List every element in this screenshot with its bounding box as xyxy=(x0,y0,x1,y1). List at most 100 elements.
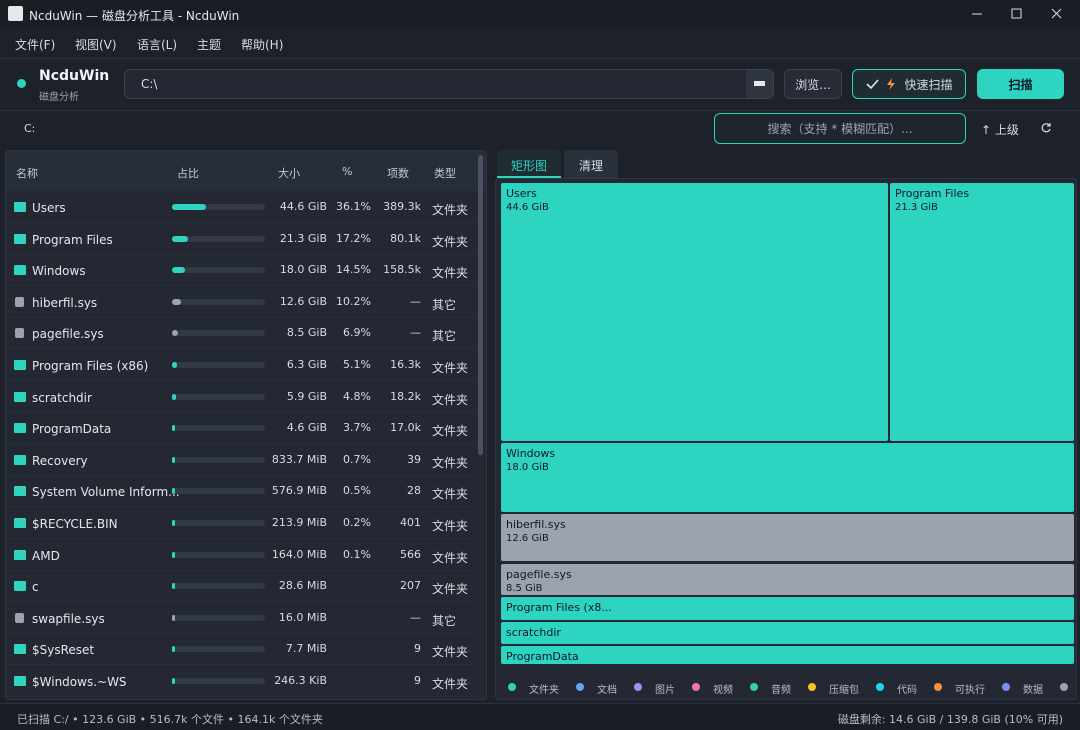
name: swapfile.sys xyxy=(32,611,105,626)
menu-item[interactable]: 视图(V) xyxy=(75,38,117,52)
table-row[interactable]: swapfile.sys 16.0 MiB — 其它 xyxy=(6,603,476,634)
percent: 36.1% xyxy=(336,200,371,213)
share-bar xyxy=(172,267,186,274)
table-row[interactable]: ProgramData 4.6 GiB 3.7% 17.0k 文件夹 xyxy=(6,413,476,445)
name: System Volume Inform... xyxy=(32,485,180,500)
treemap-tile[interactable]: hiberfil.sys 12.6 GiB xyxy=(501,514,1074,561)
folder-icon xyxy=(14,581,26,592)
size: 7.7 MiB xyxy=(285,642,327,656)
items: 16.3k xyxy=(390,358,421,371)
table-row[interactable]: $Windows.~WS 246.3 KiB 9 文件夹 xyxy=(6,666,476,697)
share-track xyxy=(172,298,265,305)
size: 5.9 GiB xyxy=(286,389,327,403)
table-row[interactable]: $SysReset 7.7 MiB 9 文件夹 xyxy=(6,634,476,666)
browse-button[interactable]: 浏览... xyxy=(784,69,842,99)
table-row[interactable]: Program Files (x86) 6.3 GiB 5.1% 16.3k 文件夹 xyxy=(6,350,476,381)
legend-label: 压缩包 xyxy=(829,685,859,696)
refresh-button[interactable] xyxy=(1040,122,1052,134)
type: 文件夹 xyxy=(432,266,469,281)
table-row[interactable]: $RECYCLE.BIN 213.9 MiB 0.2% 401 文件夹 xyxy=(6,508,476,539)
menu-item[interactable]: 帮助(H) xyxy=(241,38,284,52)
size: 164.0 MiB xyxy=(271,547,327,561)
path-dropdown[interactable] xyxy=(746,70,773,98)
name: ProgramData xyxy=(32,422,112,437)
treemap-tile[interactable]: Users 44.6 GiB xyxy=(501,183,888,441)
menu-item[interactable]: 语言(L) xyxy=(137,38,178,52)
tile-name: Users xyxy=(506,187,537,200)
legend-label: 音频 xyxy=(771,685,791,696)
items: — xyxy=(410,610,421,624)
type: 其它 xyxy=(432,613,457,628)
share-bar xyxy=(172,614,175,621)
table-row[interactable]: pagefile.sys 8.5 GiB 6.9% — 其它 xyxy=(6,318,476,350)
share-bar xyxy=(172,520,175,526)
legend-swatch xyxy=(1060,683,1068,691)
treemap-tile[interactable]: Program Files (x8... xyxy=(501,597,1074,620)
type: 文件夹 xyxy=(432,234,469,249)
file-icon xyxy=(15,612,24,623)
table-row[interactable]: Windows 18.0 GiB 14.5% 158.5k 文件夹 xyxy=(6,255,476,287)
type: 文件夹 xyxy=(432,677,469,691)
size: 28.6 MiB xyxy=(278,579,327,593)
treemap-tile[interactable]: pagefile.sys 8.5 GiB xyxy=(501,564,1074,595)
tile-size: 21.3 GiB xyxy=(895,202,938,213)
table-row[interactable]: Recovery 833.7 MiB 0.7% 39 文件夹 xyxy=(6,445,476,476)
items: — xyxy=(410,326,421,340)
name: Users xyxy=(32,201,66,215)
share-bar xyxy=(172,204,206,210)
treemap-tile[interactable]: Program Files 21.3 GiB xyxy=(890,183,1074,441)
legend-swatch xyxy=(876,683,884,691)
items: 566 xyxy=(400,547,421,561)
status-left: 已扫描 C:/ • 123.6 GiB • 516.7k 个文件 • 164.1… xyxy=(17,713,323,726)
quick-scan-button[interactable]: 快速扫描 xyxy=(852,69,966,99)
column-header: 类型 xyxy=(434,167,456,180)
share-bar xyxy=(172,646,175,653)
share-track xyxy=(172,678,265,684)
column-header: 占比 xyxy=(177,167,199,180)
table-row[interactable]: System Volume Inform... 576.9 MiB 0.5% 28 文件… xyxy=(6,476,476,508)
legend-label: 文件夹 xyxy=(529,685,559,696)
path-input[interactable]: C:\ xyxy=(124,69,774,99)
menu-item[interactable]: 主题 xyxy=(197,38,222,52)
table-row[interactable]: scratchdir 5.9 GiB 4.8% 18.2k 文件夹 xyxy=(6,382,476,413)
name: $SysReset xyxy=(32,643,95,658)
share-track xyxy=(172,267,265,274)
folder-icon xyxy=(14,233,26,244)
tab[interactable]: 清理 xyxy=(564,150,618,178)
size: 16.0 MiB xyxy=(278,610,327,624)
tile-size: 8.5 GiB xyxy=(506,583,543,594)
table-row[interactable]: Users 44.6 GiB 36.1% 389.3k 文件夹 xyxy=(6,192,476,223)
up-button[interactable]: ↑ 上级 xyxy=(981,123,1019,137)
name: AMD xyxy=(32,548,60,563)
share-track xyxy=(172,425,265,432)
share-track xyxy=(172,330,265,337)
share-bar xyxy=(172,362,177,368)
percent: 14.5% xyxy=(336,263,371,277)
name: Program Files xyxy=(32,232,113,247)
treemap-tile[interactable]: ProgramData xyxy=(501,646,1074,664)
scrollbar[interactable] xyxy=(478,155,483,455)
folder-icon xyxy=(14,423,26,434)
table-row[interactable]: Program Files 21.3 GiB 17.2% 80.1k 文件夹 xyxy=(6,224,476,255)
size: 213.9 MiB xyxy=(271,516,327,529)
table-row[interactable]: c 28.6 MiB 207 文件夹 xyxy=(6,571,476,603)
menu-item[interactable]: 文件(F) xyxy=(15,38,56,52)
name: scratchdir xyxy=(32,390,92,405)
scan-button[interactable]: 扫描 xyxy=(977,69,1064,99)
treemap-tile[interactable]: Windows 18.0 GiB xyxy=(501,443,1074,512)
table-row[interactable]: hiberfil.sys 12.6 GiB 10.2% — 其它 xyxy=(6,287,476,318)
percent: 17.2% xyxy=(336,231,371,245)
size: 246.3 KiB xyxy=(274,674,327,687)
treemap-tile[interactable]: scratchdir xyxy=(501,622,1074,644)
name: $Windows.~WS xyxy=(32,675,127,689)
type: 文件夹 xyxy=(432,392,469,407)
tile-size: 18.0 GiB xyxy=(506,462,549,473)
window-controls[interactable] xyxy=(960,0,1080,28)
tile-name: Windows xyxy=(506,447,556,460)
percent: 4.8% xyxy=(343,389,371,403)
tab[interactable]: 矩形图 xyxy=(497,150,561,178)
share-bar xyxy=(172,583,175,590)
path-text: C:\ xyxy=(141,77,158,91)
search-input[interactable]: 搜索（支持 * 模糊匹配）... xyxy=(714,113,966,144)
table-row[interactable]: AMD 164.0 MiB 0.1% 566 文件夹 xyxy=(6,540,476,571)
